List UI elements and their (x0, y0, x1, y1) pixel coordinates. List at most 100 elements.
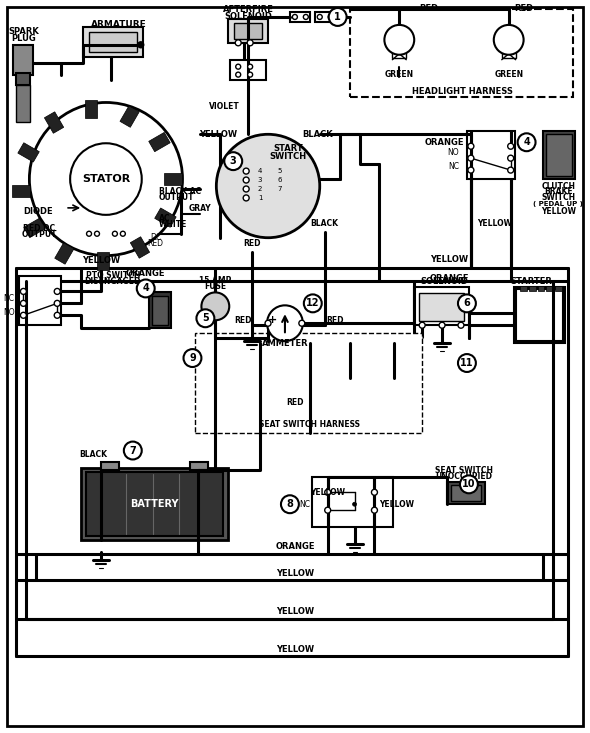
Circle shape (303, 15, 309, 20)
Circle shape (324, 507, 330, 513)
Text: GREEN: GREEN (494, 70, 523, 79)
Bar (315, 12, 335, 22)
Bar (120, 106, 139, 128)
Circle shape (304, 295, 322, 312)
Text: YELLOW: YELLOW (276, 607, 314, 616)
Bar (516, 290, 563, 341)
Circle shape (458, 354, 476, 372)
Bar (546, 287, 553, 292)
Bar (350, 9, 573, 97)
Text: BLACK: BLACK (303, 130, 333, 139)
Bar (529, 287, 536, 292)
Text: AC: AC (159, 214, 170, 224)
Circle shape (21, 312, 27, 318)
Text: YELLOW: YELLOW (477, 219, 512, 228)
Bar (230, 59, 266, 80)
Bar (195, 334, 422, 432)
Circle shape (30, 103, 182, 256)
Circle shape (21, 301, 27, 306)
Text: YELLOW: YELLOW (430, 255, 468, 264)
Bar (290, 12, 310, 22)
Text: 9: 9 (189, 353, 196, 363)
Circle shape (281, 496, 299, 513)
Bar (85, 100, 97, 119)
Bar (149, 292, 171, 328)
Bar (273, 195, 285, 201)
Bar (152, 296, 168, 325)
Bar (543, 131, 575, 179)
Circle shape (247, 40, 253, 45)
Circle shape (236, 72, 241, 77)
Bar (502, 51, 516, 58)
Bar (24, 218, 45, 237)
Text: SOLENOID: SOLENOID (224, 12, 272, 21)
Bar (63, 200, 85, 216)
Circle shape (508, 167, 514, 173)
Bar (14, 45, 34, 75)
Text: 4: 4 (142, 284, 149, 293)
Bar (250, 195, 264, 201)
Text: YELLOW: YELLOW (541, 207, 576, 216)
Bar (191, 463, 208, 471)
Circle shape (54, 301, 60, 306)
Bar (250, 177, 264, 183)
Text: NC: NC (448, 161, 459, 171)
Text: 5: 5 (202, 313, 209, 323)
Text: YELLOW: YELLOW (82, 256, 120, 265)
Text: 1: 1 (335, 12, 341, 22)
Bar (312, 477, 394, 527)
Text: 7: 7 (278, 186, 282, 192)
Bar (83, 27, 143, 56)
Text: NO: NO (447, 147, 459, 157)
Text: HEADLIGHT HARNESS: HEADLIGHT HARNESS (411, 87, 512, 96)
Text: BLACK AC: BLACK AC (159, 188, 201, 196)
Circle shape (372, 507, 378, 513)
Bar (86, 472, 223, 536)
Text: OUTPUT: OUTPUT (22, 230, 57, 239)
Text: 5: 5 (278, 168, 282, 174)
Circle shape (439, 323, 445, 328)
Circle shape (468, 143, 474, 150)
Bar (273, 177, 285, 183)
Bar (555, 287, 562, 292)
Circle shape (70, 143, 142, 215)
Circle shape (243, 186, 249, 192)
Text: YELLOW: YELLOW (276, 645, 314, 654)
Text: BLACK: BLACK (311, 219, 339, 228)
Circle shape (120, 231, 125, 236)
Text: SEAT SWITCH: SEAT SWITCH (435, 466, 493, 475)
Circle shape (508, 155, 514, 161)
Text: BATTERY: BATTERY (130, 499, 179, 509)
Text: ORANGE: ORANGE (126, 269, 165, 278)
Bar (97, 251, 109, 270)
Text: DIODE: DIODE (24, 207, 53, 216)
Bar (155, 208, 176, 227)
Text: 3: 3 (258, 177, 263, 183)
Bar (250, 186, 264, 192)
Text: BLACK: BLACK (79, 450, 107, 459)
Circle shape (385, 25, 414, 55)
Text: ORANGE: ORANGE (275, 542, 314, 551)
Bar (414, 287, 469, 325)
Text: 15 AMP: 15 AMP (199, 276, 231, 285)
Bar (17, 73, 30, 84)
Circle shape (508, 143, 514, 150)
Circle shape (458, 323, 464, 328)
Circle shape (458, 295, 476, 312)
Text: AMMETER: AMMETER (261, 339, 308, 347)
Text: 8: 8 (287, 499, 293, 509)
Text: YELLOW: YELLOW (199, 130, 237, 139)
Bar (19, 276, 61, 325)
Circle shape (328, 15, 333, 20)
Text: RED: RED (148, 239, 163, 248)
Circle shape (494, 25, 523, 55)
Text: NC: NC (4, 294, 15, 303)
Text: SEAT SWITCH HARNESS: SEAT SWITCH HARNESS (260, 420, 360, 430)
Bar (273, 186, 285, 192)
Text: RED DC: RED DC (23, 224, 55, 233)
Bar (228, 19, 268, 43)
Bar (447, 482, 485, 504)
Circle shape (248, 72, 253, 77)
Bar (17, 84, 30, 122)
Circle shape (353, 502, 356, 507)
